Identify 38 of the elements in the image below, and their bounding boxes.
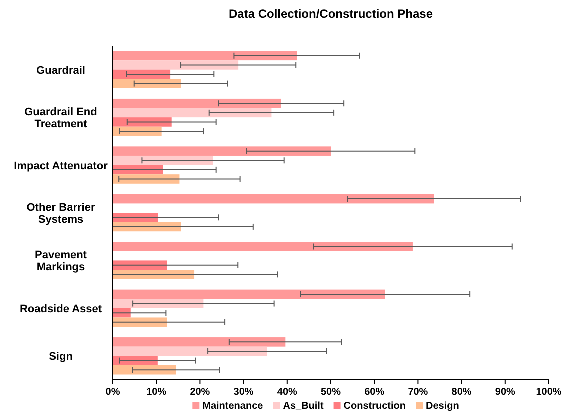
y-tick-label: Pavement Markings	[35, 250, 88, 274]
legend-label: Design	[426, 401, 460, 412]
x-tick-label: 80%	[452, 387, 472, 398]
bar	[113, 299, 204, 308]
bar	[113, 79, 182, 88]
x-tick-label: 10%	[146, 387, 167, 398]
y-tick-label: Roadside Asset	[20, 303, 102, 316]
x-tick-label: 100%	[536, 387, 562, 398]
bar	[113, 338, 286, 347]
x-tick-label: 30%	[234, 387, 254, 398]
legend-label: As_Built	[283, 401, 324, 412]
bar	[113, 98, 282, 108]
y-tick-label: Impact Attenuator	[14, 160, 109, 172]
y-tick-label: Guardrail End Treatment	[24, 106, 98, 131]
x-tick-label: 90%	[495, 387, 516, 398]
x-tick-label: 0%	[106, 387, 120, 398]
bar	[113, 108, 272, 118]
bar	[113, 346, 268, 356]
x-tick-label: 50%	[320, 387, 342, 398]
bar	[113, 118, 172, 127]
bar	[113, 146, 331, 156]
x-tick-label: 40%	[277, 387, 298, 398]
chart-title: Data Collection/Construction Phase	[228, 7, 434, 21]
bar	[113, 194, 434, 204]
bar	[113, 60, 239, 70]
legend-label: Construction	[344, 401, 406, 412]
x-tick-label: 20%	[190, 387, 210, 398]
bar	[113, 242, 413, 252]
bar	[113, 290, 386, 300]
legend-label: Maintenance	[202, 401, 264, 412]
x-tick-label: 70%	[408, 387, 428, 398]
x-tick-label: 60%	[364, 387, 385, 398]
bar	[113, 365, 176, 375]
y-tick-label: Guardrail	[36, 64, 86, 77]
bar	[113, 51, 297, 61]
y-tick-label: Other Barrier Systems	[26, 202, 96, 226]
bar	[113, 156, 214, 166]
y-tick-label: Sign	[49, 351, 74, 364]
